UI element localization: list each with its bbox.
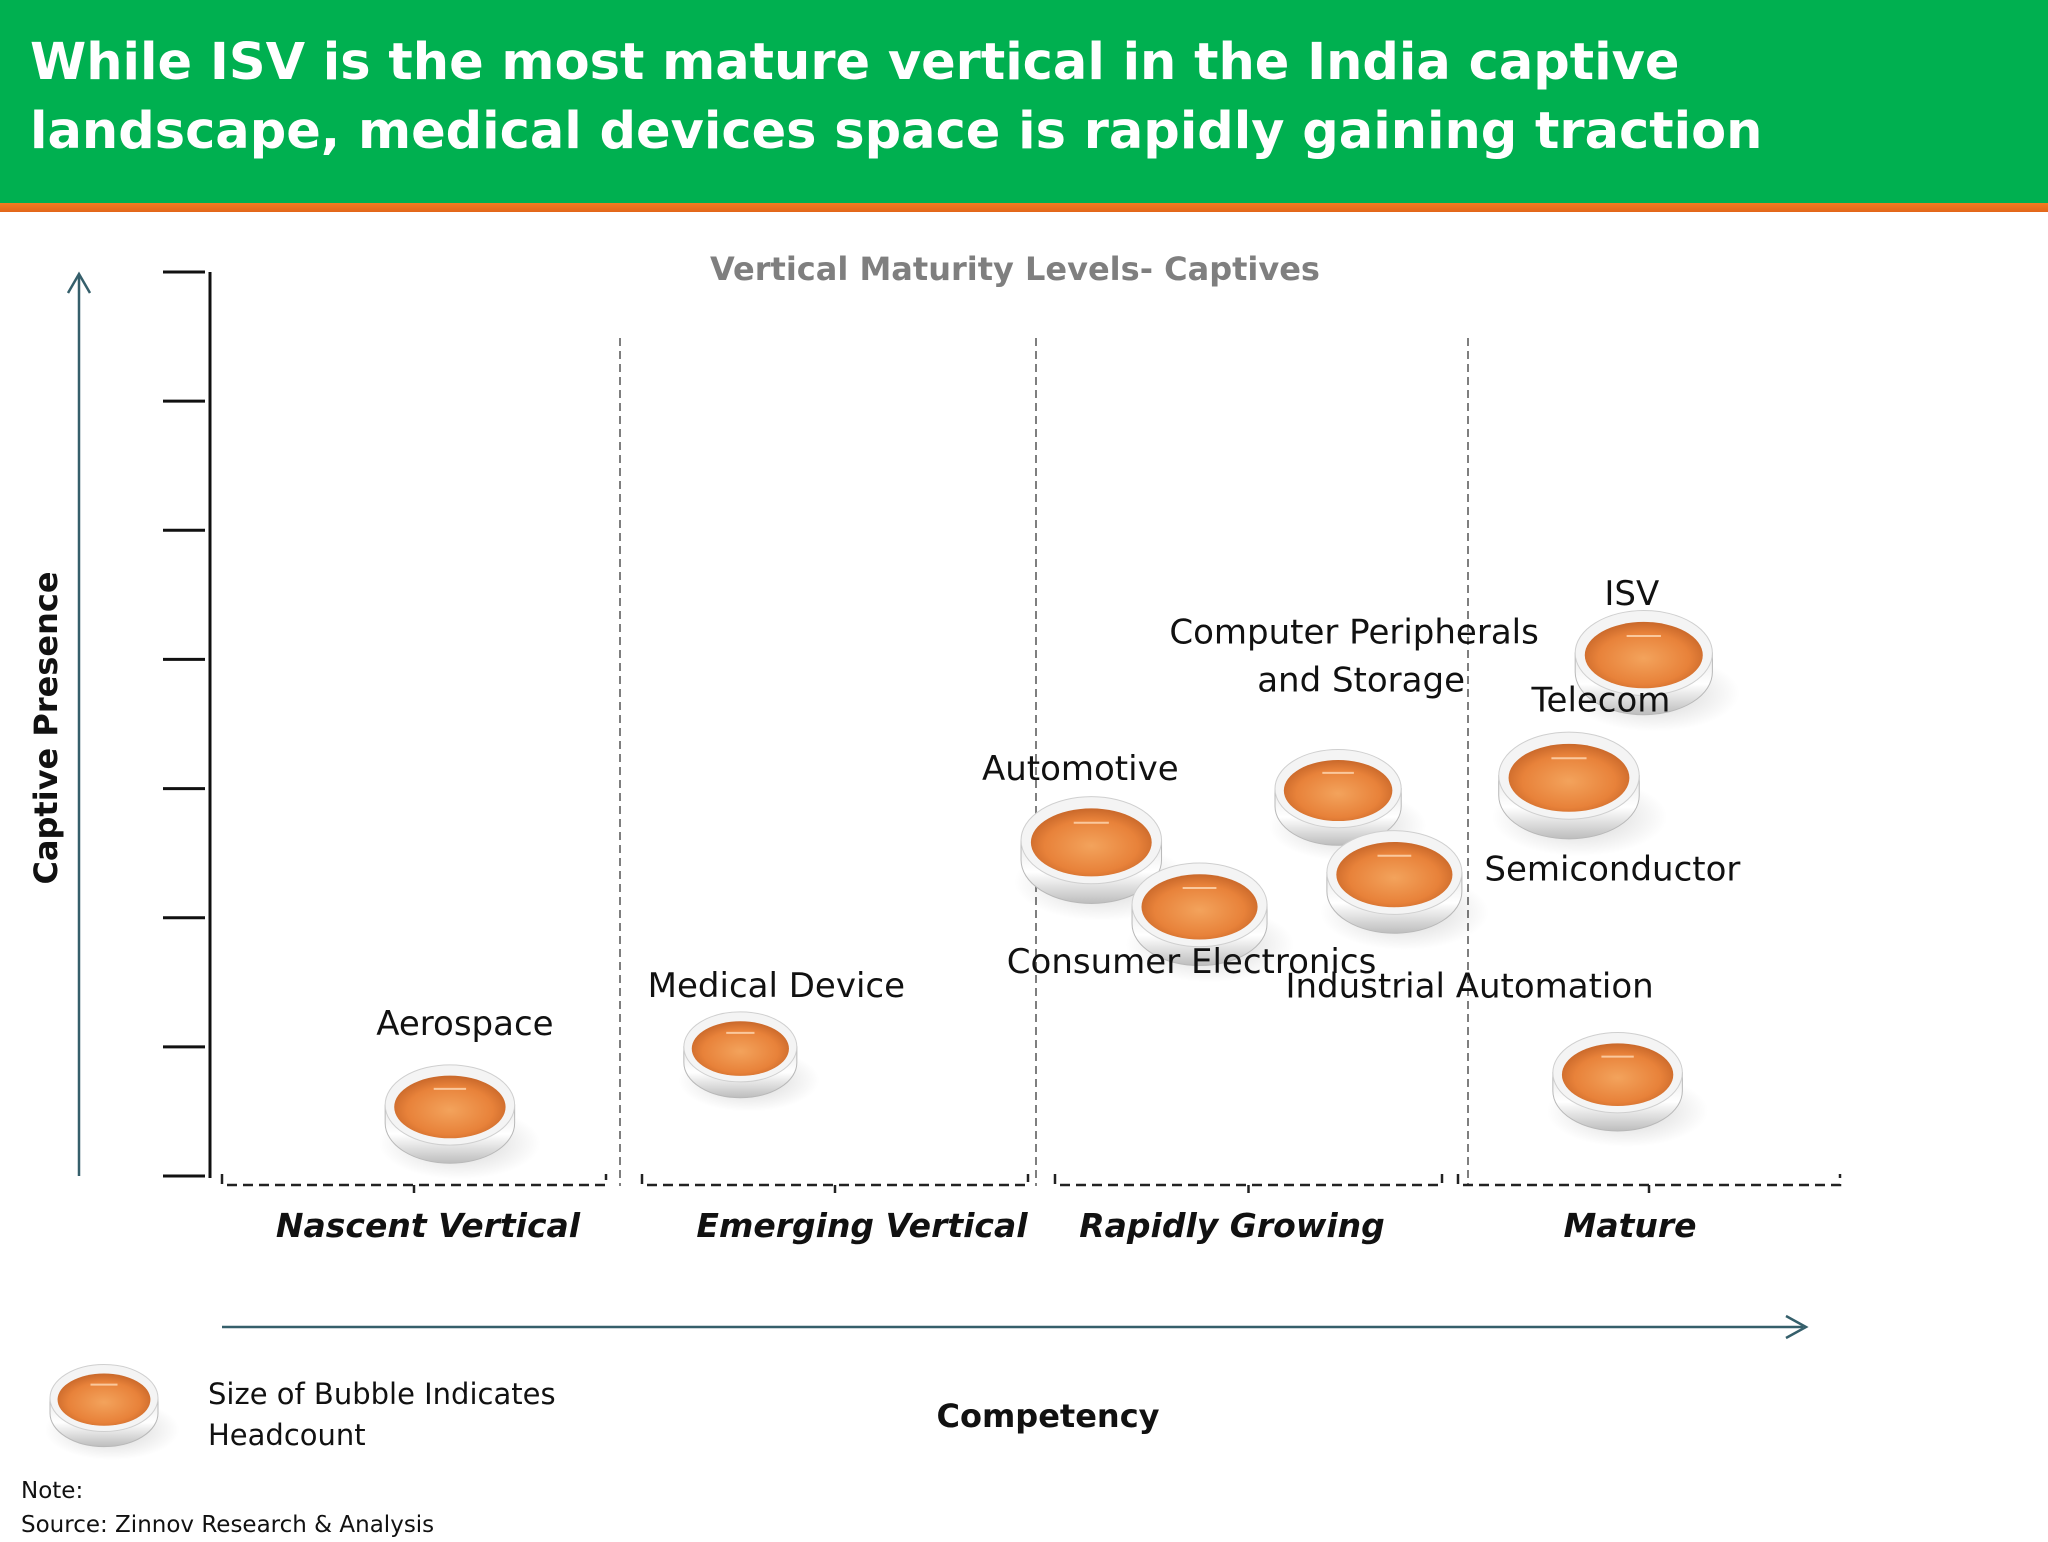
- chart-title: Vertical Maturity Levels- Captives: [710, 250, 1320, 288]
- bubble-label: Consumer Electronics: [1007, 942, 1376, 982]
- legend-bubble-icon: [44, 1364, 180, 1460]
- legend-bubble: [44, 1364, 180, 1460]
- legend-text: Size of Bubble Indicates Headcount: [208, 1377, 556, 1452]
- stage-bracket: [220, 1174, 608, 1193]
- bubble-isv: [1568, 609, 1740, 732]
- bubble-label: Computer Peripherals and Storage: [1169, 613, 1538, 701]
- stage-dividers: [619, 338, 1469, 1186]
- stage-bracket: [1456, 1174, 1842, 1193]
- stage-label: Rapidly Growing: [1079, 1206, 1385, 1245]
- bubble-aerospace: [378, 1064, 541, 1180]
- stage-bracket: [640, 1174, 1030, 1193]
- footer-notes: Note: Source: Zinnov Research & Analysis: [21, 1474, 434, 1542]
- x-axis-label: Competency: [936, 1397, 1159, 1435]
- bubble-semiconductor: [1320, 830, 1489, 951]
- stage-bracket: [1053, 1174, 1444, 1193]
- bubble-labels: Aerospace Medical Device Automotive Consume…: [376, 574, 1740, 1044]
- stage-label: Nascent Vertical: [276, 1206, 581, 1245]
- stage-label: Mature: [1563, 1206, 1696, 1245]
- bubble-label: Telecom: [1531, 681, 1671, 721]
- bubble-label: Automotive: [982, 749, 1179, 789]
- stage-label: Emerging Vertical: [696, 1206, 1028, 1245]
- y-axis-arrowhead: [66, 271, 92, 294]
- stage-labels: Nascent Vertical Emerging Vertical Rapidly…: [276, 1206, 1697, 1245]
- y-axis: [163, 270, 212, 1178]
- stage-brackets: [220, 1174, 1842, 1193]
- y-axis-label: Captive Presence: [27, 571, 65, 884]
- bubble-label: Medical Device: [648, 966, 905, 1006]
- slide-header: While ISV is the most mature vertical in…: [0, 0, 2048, 203]
- bubble-medical-device: [678, 1011, 820, 1112]
- bubbles: [378, 609, 1740, 1180]
- bubble-label: Industrial Automation: [1285, 967, 1653, 1007]
- footer-note: Note:: [21, 1478, 84, 1504]
- bubble-industrial-automation: [1546, 1032, 1709, 1148]
- x-axis-arrowhead: [1785, 1314, 1809, 1340]
- footer-source: Source: Zinnov Research & Analysis: [21, 1512, 435, 1538]
- slide-title: While ISV is the most mature vertical in…: [30, 33, 1763, 161]
- bubble-telecom: [1491, 731, 1668, 857]
- header-divider: [0, 203, 2048, 212]
- bubble-label: Semiconductor: [1484, 850, 1740, 890]
- bubble-label: ISV: [1604, 574, 1659, 614]
- bubble-label: Aerospace: [376, 1004, 553, 1044]
- bubble-consumer-electronics: [1125, 862, 1295, 983]
